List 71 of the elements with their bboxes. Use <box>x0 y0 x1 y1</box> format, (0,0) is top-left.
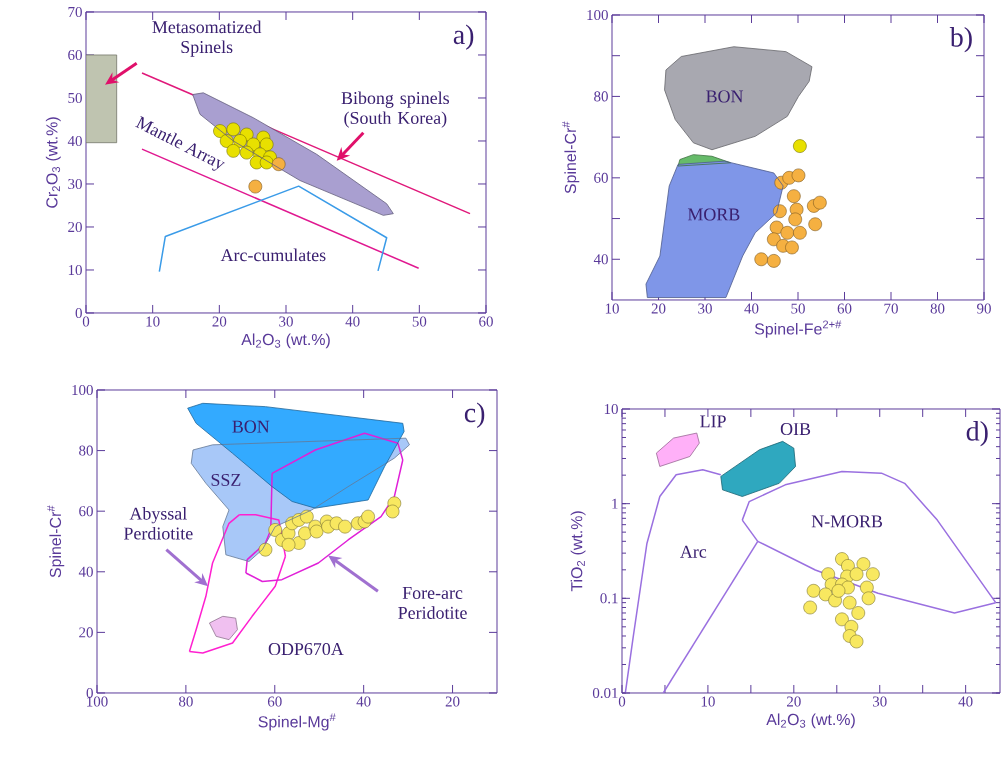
y-tick-label: 80 <box>79 445 93 456</box>
x-axis-title: Spinel-Mg$^{#}$ <box>258 713 336 731</box>
y-axis-title: Spinel-Cr$^{#}$ <box>562 121 580 194</box>
annotation: ODP670A <box>268 643 344 656</box>
chart-title: d) <box>966 421 988 447</box>
y-axis-title: Cr$_{2}$O$_{3}$ (wt.%) <box>45 117 61 208</box>
x-tick-label: 40 <box>958 696 973 707</box>
chart-title: c) <box>464 402 485 428</box>
x-tick-label: 50 <box>791 303 805 314</box>
x-tick-label: 20 <box>651 303 666 314</box>
y-tick-label: 80 <box>594 91 608 102</box>
x-tick-label: 30 <box>279 316 293 327</box>
y-axis-title: Spinel-Cr$^{#}$ <box>47 505 65 578</box>
y-tick-label: 100 <box>587 9 608 21</box>
annotation: Fore-arc Peridotite <box>398 587 467 619</box>
y-tick-label: 60 <box>68 49 82 61</box>
x-axis-title: Al$_{2}$O$_{3}$ (wt.%) <box>766 713 855 729</box>
y-tick-label: 60 <box>79 506 93 517</box>
y-tick-label: 0.01 <box>592 687 618 699</box>
y-tick-label: 100 <box>72 384 93 396</box>
y-tick-label: 30 <box>68 178 82 190</box>
x-tick-label: 100 <box>87 696 108 707</box>
chart-title: b) <box>949 27 972 53</box>
y-tick-label: 70 <box>68 6 82 18</box>
annotation: Metasomatized Spinels <box>152 20 262 57</box>
x-tick-label: 20 <box>212 316 227 327</box>
x-tick-label: 30 <box>698 303 712 314</box>
x-tick-label: 70 <box>884 303 898 314</box>
x-tick-label: 30 <box>872 696 887 707</box>
x-tick-label: 10 <box>701 696 715 707</box>
annotation: SSZ <box>211 473 241 486</box>
x-tick-label: 50 <box>412 316 427 327</box>
y-axis-title: TiO$_{2}$ (wt.%) <box>570 511 586 592</box>
chart-title: a) <box>453 24 474 50</box>
y-tick-label: 20 <box>68 221 82 233</box>
x-tick-label: 90 <box>977 303 991 314</box>
y-tick-label: 40 <box>593 254 608 265</box>
x-tick-label: 80 <box>930 303 945 314</box>
x-tick-label: 60 <box>837 303 852 314</box>
x-tick-label: 20 <box>787 696 801 707</box>
y-tick-label: 40 <box>67 135 82 147</box>
y-tick-label: 0 <box>86 687 93 699</box>
annotation: Arc-cumulates <box>220 248 326 262</box>
annotation: Abyssal Perdiotite <box>123 507 193 540</box>
y-tick-label: 40 <box>78 566 93 577</box>
annotation: OIB <box>780 423 811 436</box>
x-tick-label: 40 <box>356 696 371 707</box>
annotation: LIP <box>700 415 726 428</box>
x-tick-label: 0 <box>618 696 626 707</box>
x-tick-label: 20 <box>445 696 460 707</box>
y-tick-label: 60 <box>594 172 608 183</box>
x-tick-label: 60 <box>267 696 282 707</box>
y-tick-label: 10 <box>604 403 618 415</box>
annotation: BON <box>706 90 744 103</box>
y-tick-label: 50 <box>68 92 82 104</box>
x-tick-label: 40 <box>744 303 759 314</box>
y-tick-label: 10 <box>68 264 82 276</box>
annotation: Bibong spinels (South Korea) <box>341 91 449 128</box>
x-axis-title: Al$_{2}$O$_{3}$ (wt.%) <box>241 333 330 349</box>
y-tick-label: 20 <box>79 627 93 638</box>
annotation: N-MORB <box>811 515 883 528</box>
x-axis-title: Spinel-Fe$^{2+#}$ <box>754 320 842 338</box>
x-tick-label: 40 <box>345 316 360 327</box>
x-tick-label: 80 <box>178 696 193 707</box>
annotation: BON <box>232 420 270 433</box>
y-tick-label: 1 <box>612 498 618 509</box>
annotation: Arc <box>680 545 707 558</box>
x-tick-label: 10 <box>146 316 160 327</box>
x-tick-label: 60 <box>479 316 493 327</box>
y-tick-label: 0.1 <box>600 593 618 604</box>
annotation: MORB <box>687 208 740 221</box>
